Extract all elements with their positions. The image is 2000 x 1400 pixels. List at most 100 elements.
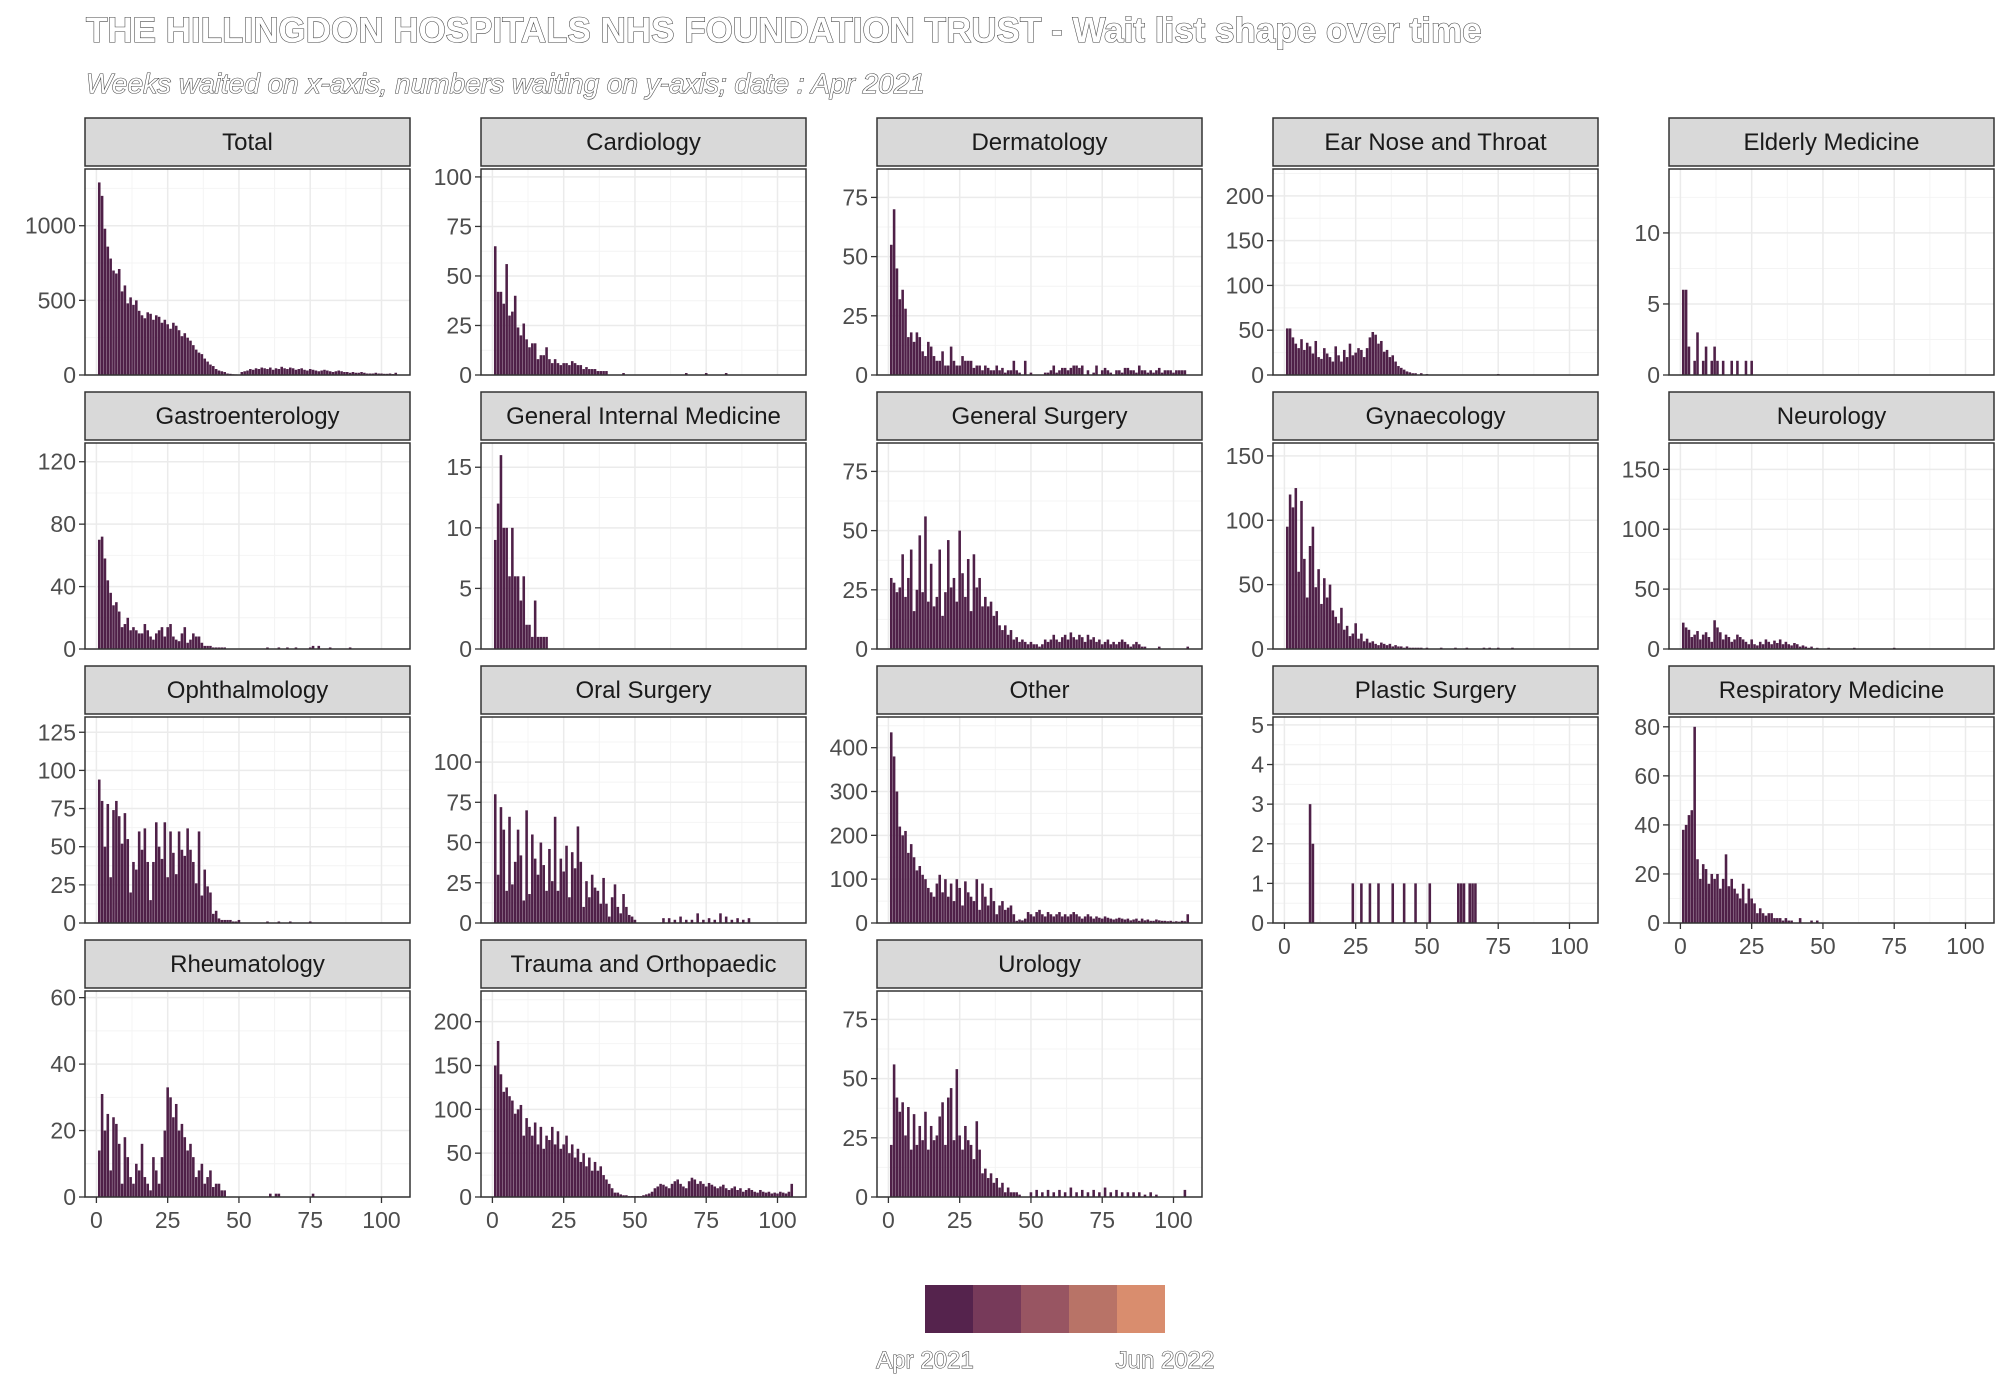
bar: [109, 877, 112, 923]
bar: [966, 559, 970, 649]
bar: [146, 312, 150, 375]
bar: [209, 892, 212, 923]
bar: [605, 371, 608, 375]
bar: [1112, 919, 1115, 923]
bar: [308, 369, 312, 375]
bar: [892, 582, 896, 649]
bar: [1351, 633, 1355, 649]
x-tick-label: 100: [1946, 933, 1984, 959]
bar: [912, 1114, 916, 1197]
facet-strip: [480, 391, 807, 441]
bar: [605, 1179, 608, 1197]
bar: [157, 630, 161, 649]
panel-border: [480, 168, 807, 376]
bar: [568, 897, 571, 923]
bar: [898, 587, 902, 649]
bar: [166, 627, 169, 649]
bar: [174, 874, 178, 923]
x-tick-label: 100: [362, 1207, 400, 1233]
facet-respiratory-medicine: Respiratory Medicine 0 20 40 60 80 0 25 50 75 100: [1634, 665, 1995, 959]
bar: [1744, 641, 1748, 649]
bar: [223, 1190, 226, 1197]
bar: [1804, 646, 1808, 649]
bar: [505, 264, 508, 375]
bar: [1049, 639, 1053, 649]
bar: [220, 919, 224, 923]
bar: [605, 903, 608, 923]
bar: [1006, 1187, 1010, 1197]
facet-strip-label: Gastroenterology: [155, 403, 339, 430]
bar: [927, 887, 930, 923]
bar: [1693, 726, 1696, 923]
bar: [1180, 920, 1184, 923]
bar: [1129, 920, 1133, 923]
bar: [1736, 634, 1739, 649]
y-tick-label: 100: [1226, 272, 1264, 298]
y-tick-label: 80: [50, 511, 76, 537]
bar: [1126, 1192, 1130, 1197]
bar: [1146, 919, 1150, 923]
bar: [747, 1188, 751, 1197]
bar: [909, 332, 913, 375]
bar: [1123, 367, 1127, 375]
bar: [645, 1194, 648, 1197]
facet-strip-label: Elderly Medicine: [1743, 129, 1919, 156]
bar: [231, 921, 235, 923]
bar: [553, 1144, 557, 1197]
bar: [602, 371, 605, 375]
bar: [163, 636, 167, 649]
bar: [516, 1109, 520, 1197]
y-tick-label: 25: [842, 303, 868, 329]
bar: [585, 881, 588, 923]
bar: [727, 1189, 731, 1197]
bar: [1006, 907, 1010, 923]
bar: [1756, 913, 1759, 923]
bar: [1716, 627, 1719, 649]
bar: [308, 647, 312, 649]
bar: [1385, 645, 1389, 649]
bar: [505, 527, 508, 649]
bar: [1724, 854, 1728, 923]
bar: [166, 1087, 169, 1197]
facet-strip-label: Plastic Surgery: [1355, 677, 1516, 704]
bar: [1730, 360, 1734, 375]
panel-background: [481, 717, 806, 923]
bar: [955, 1069, 959, 1197]
bar: [1149, 920, 1152, 923]
x-tick-label: 50: [1018, 1207, 1044, 1233]
bar: [1405, 371, 1409, 375]
bar: [1778, 918, 1782, 923]
bar: [1004, 909, 1007, 923]
bar: [1015, 1192, 1018, 1197]
bar: [223, 919, 226, 923]
panel-border: [1272, 442, 1599, 650]
facet-strip: [84, 117, 411, 167]
x-tick-label: 25: [155, 1207, 181, 1233]
bar: [1761, 913, 1765, 923]
bar: [1115, 1189, 1118, 1197]
bar: [918, 337, 922, 375]
bar: [1360, 633, 1363, 649]
bar: [759, 1189, 762, 1197]
y-tick-label: 1000: [25, 213, 76, 239]
bar: [590, 1170, 594, 1197]
bar: [348, 647, 352, 649]
bar: [1078, 367, 1081, 375]
bar: [160, 322, 164, 375]
facet-strip-label: Rheumatology: [170, 951, 325, 978]
bar: [1750, 360, 1753, 375]
bar: [183, 627, 187, 649]
bar: [249, 369, 252, 375]
panel-border: [876, 168, 1203, 376]
bar: [961, 573, 964, 649]
bar: [1405, 646, 1409, 649]
bar: [1400, 646, 1403, 649]
bar: [266, 921, 269, 923]
bar: [1798, 918, 1802, 923]
bar: [625, 1195, 628, 1197]
bar: [1066, 370, 1070, 375]
bar: [203, 869, 207, 923]
bar: [1083, 916, 1087, 923]
bar: [269, 1193, 272, 1197]
bar: [1331, 610, 1335, 649]
